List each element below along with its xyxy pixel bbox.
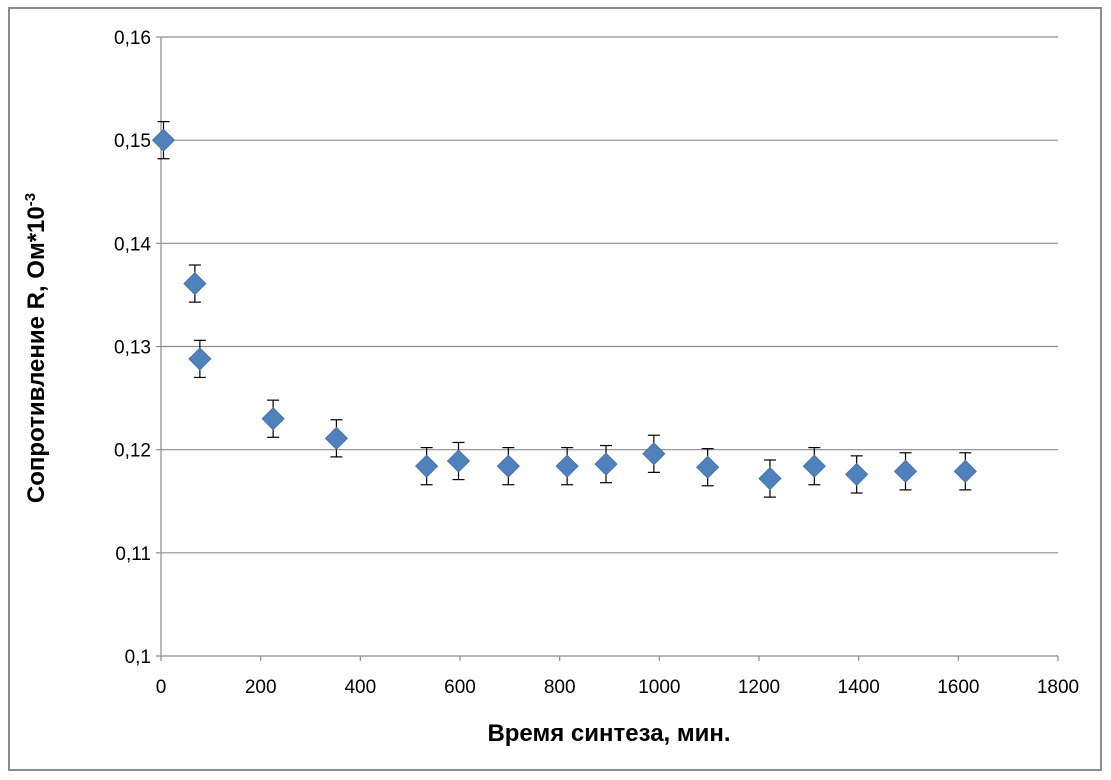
y-tick-label: 0,11 xyxy=(115,544,151,565)
data-point xyxy=(802,454,826,478)
data-point-group xyxy=(183,264,207,303)
y-tick-label: 0,13 xyxy=(114,338,151,359)
y-tick-label: 0,12 xyxy=(114,441,151,462)
data-point-group xyxy=(446,441,471,481)
data-point xyxy=(696,455,720,479)
x-tick-label: 200 xyxy=(245,677,277,698)
y-axis-title-superscript: -3 xyxy=(22,193,39,206)
data-point xyxy=(953,459,977,483)
x-tick-label: 1600 xyxy=(937,677,979,698)
data-point-group xyxy=(696,448,720,487)
data-point-group xyxy=(415,447,439,486)
data-point-group xyxy=(594,444,618,484)
y-tick-label: 0,1 xyxy=(125,647,151,668)
data-point-group xyxy=(953,452,977,491)
x-tick-label: 600 xyxy=(444,677,476,698)
data-series xyxy=(151,120,977,498)
data-point-group xyxy=(496,447,520,486)
y-axis-title: Сопротивление R, Ом*10-3 xyxy=(22,193,50,503)
data-point-group xyxy=(555,447,579,486)
data-point-group xyxy=(802,447,826,486)
y-tick-label: 0,16 xyxy=(114,28,151,49)
y-tick-label: 0,14 xyxy=(114,234,151,255)
x-tick-labels: 0 200 400 600 800 1000 1200 1400 1600 1800 xyxy=(156,677,1079,698)
y-axis-title-main: Сопротивление R, Ом*10 xyxy=(23,206,50,503)
x-tick-label: 1000 xyxy=(638,677,680,698)
data-point xyxy=(845,462,869,486)
y-tick-labels: 0,1 0,11 0,12 0,13 0,14 0,15 0,16 xyxy=(114,28,151,668)
data-point xyxy=(151,128,176,152)
x-tick-label: 0 xyxy=(156,677,167,698)
x-tick-label: 1800 xyxy=(1037,677,1079,698)
data-point xyxy=(555,454,579,478)
x-tick-label: 400 xyxy=(344,677,376,698)
data-point xyxy=(496,454,520,478)
y-tick-label: 0,15 xyxy=(114,131,151,152)
data-point xyxy=(183,272,207,296)
data-point xyxy=(893,459,918,483)
data-point-group xyxy=(151,120,176,160)
data-point xyxy=(446,449,471,473)
data-point xyxy=(324,426,348,450)
x-tick-label: 1200 xyxy=(738,677,780,698)
data-point xyxy=(188,347,212,371)
data-point xyxy=(758,466,782,491)
data-point-group xyxy=(188,339,212,379)
gridlines xyxy=(161,36,1058,554)
data-point-group xyxy=(261,399,285,438)
x-tick-label: 800 xyxy=(544,677,576,698)
data-point-group xyxy=(845,455,869,494)
data-point xyxy=(594,452,618,476)
data-point-group xyxy=(642,434,666,473)
data-point-group xyxy=(893,452,918,491)
data-point-group xyxy=(758,459,782,498)
chart-area xyxy=(8,7,1102,771)
x-tick-label: 1400 xyxy=(838,677,880,698)
data-point xyxy=(261,407,285,431)
axes xyxy=(156,36,1059,661)
data-point-group xyxy=(324,419,348,458)
data-point xyxy=(415,454,439,478)
data-point xyxy=(642,442,666,466)
x-axis-title: Время синтеза, мин. xyxy=(487,720,730,747)
